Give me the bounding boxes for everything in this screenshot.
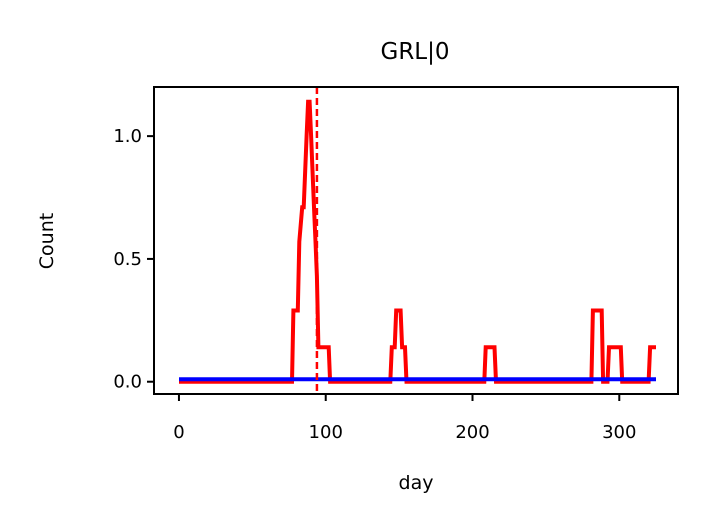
chart-title: GRL|0 (381, 39, 450, 65)
x-axis-label: day (399, 472, 434, 494)
x-tick-label: 200 (455, 422, 489, 443)
y-axis: 0.0 0.5 1.0 (113, 126, 154, 393)
x-tick-label: 100 (309, 422, 343, 443)
y-tick-label: 0.5 (113, 249, 142, 270)
axes-frame (153, 86, 679, 395)
plot-area (179, 87, 656, 394)
y-axis-label: Count (36, 213, 58, 269)
x-tick-label: 300 (602, 422, 636, 443)
y-tick-label: 0.0 (113, 372, 142, 393)
x-tick-label: 0 (173, 422, 184, 443)
y-tick-label: 1.0 (113, 126, 142, 147)
series-line-0 (179, 99, 656, 384)
x-axis: 0 100 200 300 (173, 394, 636, 443)
